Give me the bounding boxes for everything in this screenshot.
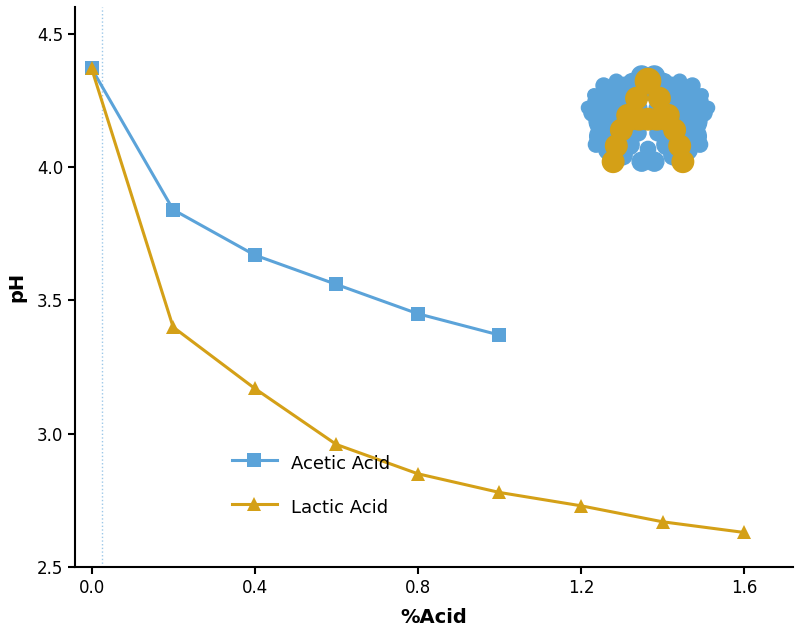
Acetic Acid: [168, 206, 178, 214]
Circle shape: [677, 94, 695, 112]
Circle shape: [610, 74, 623, 88]
Circle shape: [650, 126, 665, 141]
Circle shape: [657, 91, 677, 112]
Circle shape: [602, 81, 625, 103]
Circle shape: [638, 108, 658, 130]
Y-axis label: pH: pH: [7, 272, 26, 302]
Circle shape: [669, 135, 690, 157]
Circle shape: [623, 74, 641, 91]
Circle shape: [667, 122, 690, 145]
Circle shape: [619, 108, 641, 130]
Circle shape: [655, 108, 677, 130]
Circle shape: [598, 138, 622, 160]
Acetic Acid: [86, 65, 96, 72]
Circle shape: [664, 119, 686, 141]
Circle shape: [635, 68, 661, 94]
Circle shape: [664, 146, 683, 165]
Circle shape: [601, 94, 619, 112]
Circle shape: [631, 126, 646, 141]
Circle shape: [606, 103, 629, 126]
Circle shape: [658, 105, 679, 126]
Circle shape: [662, 77, 682, 98]
Lactic Acid: [250, 385, 259, 392]
Circle shape: [590, 124, 615, 149]
Circle shape: [685, 78, 700, 93]
Lactic Acid: [168, 323, 178, 331]
Circle shape: [617, 105, 638, 126]
Lactic Acid: [413, 470, 422, 477]
Lactic Acid: [658, 518, 667, 526]
Circle shape: [610, 119, 632, 141]
Circle shape: [619, 134, 639, 155]
Circle shape: [602, 132, 620, 150]
Circle shape: [630, 100, 646, 116]
Circle shape: [674, 138, 698, 160]
Circle shape: [588, 90, 613, 115]
Circle shape: [649, 87, 670, 109]
Circle shape: [673, 74, 686, 88]
Circle shape: [657, 134, 677, 155]
Legend: Acetic Acid, Lactic Acid: Acetic Acid, Lactic Acid: [214, 434, 408, 536]
Circle shape: [640, 141, 656, 157]
Circle shape: [667, 103, 690, 126]
Circle shape: [606, 135, 627, 157]
Circle shape: [692, 137, 707, 152]
Circle shape: [640, 84, 656, 100]
Circle shape: [588, 89, 601, 101]
Circle shape: [619, 91, 639, 112]
Circle shape: [671, 103, 707, 138]
Lactic Acid: [739, 529, 749, 536]
Circle shape: [589, 137, 604, 152]
Circle shape: [582, 101, 594, 114]
Circle shape: [695, 89, 708, 101]
Circle shape: [613, 146, 632, 165]
Acetic Acid: [494, 331, 504, 339]
Circle shape: [645, 152, 664, 171]
Circle shape: [676, 132, 694, 150]
Circle shape: [631, 66, 652, 86]
Circle shape: [638, 70, 658, 92]
Circle shape: [681, 124, 706, 149]
Circle shape: [614, 77, 634, 98]
Circle shape: [589, 103, 625, 138]
Circle shape: [628, 108, 650, 130]
Lactic Acid: [576, 502, 586, 510]
X-axis label: %Acid: %Acid: [401, 608, 467, 627]
Circle shape: [646, 108, 668, 130]
Circle shape: [695, 105, 712, 121]
Circle shape: [626, 87, 647, 109]
Circle shape: [638, 70, 658, 92]
Lactic Acid: [86, 65, 96, 72]
Circle shape: [584, 105, 601, 121]
Circle shape: [606, 122, 629, 145]
Circle shape: [683, 90, 708, 115]
Lactic Acid: [494, 489, 504, 496]
Circle shape: [632, 152, 651, 171]
Circle shape: [602, 151, 624, 172]
Circle shape: [672, 151, 694, 172]
Circle shape: [650, 100, 666, 116]
Lactic Acid: [331, 441, 341, 448]
Acetic Acid: [331, 281, 341, 288]
Line: Acetic Acid: Acetic Acid: [85, 61, 506, 342]
Circle shape: [702, 101, 714, 114]
Circle shape: [655, 74, 673, 91]
Acetic Acid: [413, 310, 422, 318]
Circle shape: [596, 78, 611, 93]
Circle shape: [671, 81, 694, 103]
Acetic Acid: [250, 251, 259, 259]
Line: Lactic Acid: Lactic Acid: [85, 61, 751, 540]
Circle shape: [644, 66, 665, 86]
